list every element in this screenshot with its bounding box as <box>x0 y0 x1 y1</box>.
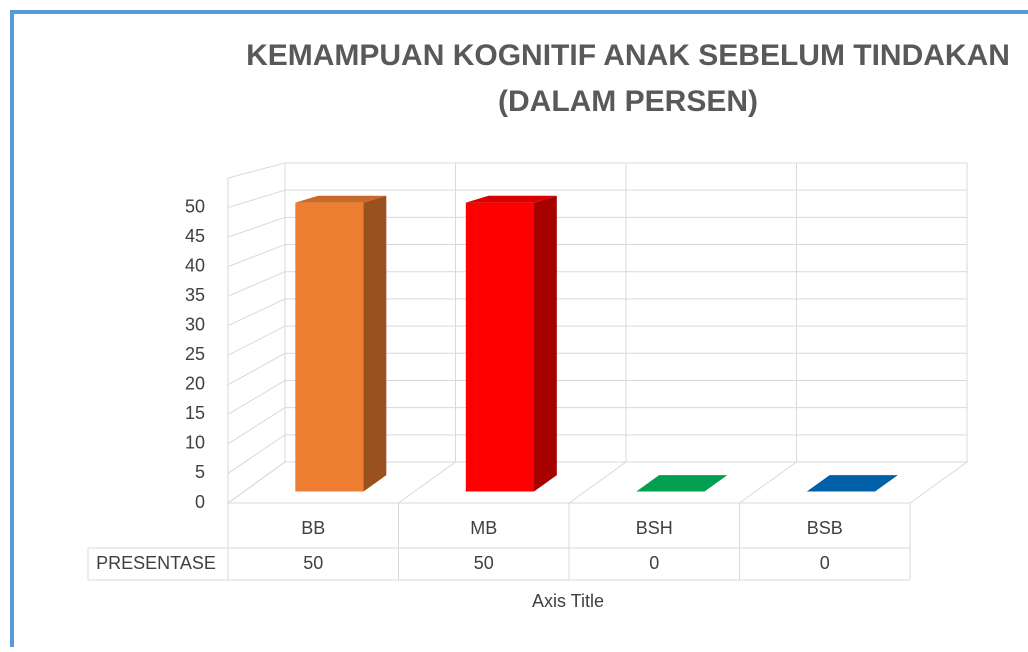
bar-front <box>465 202 535 492</box>
y-tick-label: 40 <box>185 255 205 275</box>
grid-line <box>227 216 967 238</box>
table-value: 0 <box>649 553 659 573</box>
table-value: 0 <box>820 553 830 573</box>
bar-top <box>806 475 898 492</box>
frame-left <box>10 10 14 647</box>
grid-line <box>227 407 967 445</box>
x-tick-label: MB <box>470 518 497 538</box>
grid-line <box>227 325 967 356</box>
grid-line <box>227 271 967 297</box>
frame-top <box>10 10 1028 14</box>
y-tick-label: 0 <box>195 492 205 512</box>
y-tick-label: 30 <box>185 314 205 334</box>
bar-top <box>636 475 728 492</box>
y-tick-label: 20 <box>185 374 205 394</box>
chart-title: KEMAMPUAN KOGNITIF ANAK SEBELUM TINDAKAN <box>246 39 1010 72</box>
bar-side <box>363 195 387 492</box>
table-value: 50 <box>474 553 494 573</box>
x-tick-label: BB <box>301 518 325 538</box>
x-tick-label: BSB <box>807 518 843 538</box>
grid-line <box>227 461 967 504</box>
y-tick-label: 25 <box>185 344 205 364</box>
y-tick-label: 15 <box>185 403 205 423</box>
grid-line <box>227 379 967 415</box>
chart-title: (DALAM PERSEN) <box>498 85 758 118</box>
legend-label: PRESENTASE <box>96 553 216 573</box>
grid-line <box>227 189 967 209</box>
bar-front <box>295 202 364 492</box>
y-tick-label: 35 <box>185 285 205 305</box>
bar-top <box>295 195 387 203</box>
grid-line <box>227 298 967 327</box>
table-value: 50 <box>303 553 323 573</box>
grid-line <box>227 434 967 474</box>
grid-line <box>227 352 967 386</box>
bar-side <box>534 195 557 492</box>
bar-top <box>465 195 557 203</box>
y-tick-label: 50 <box>185 196 205 216</box>
grid-line <box>227 244 967 268</box>
y-tick-label: 45 <box>185 226 205 246</box>
y-tick-label: 10 <box>185 433 205 453</box>
x-axis-title: Axis Title <box>532 591 604 611</box>
x-tick-label: BSH <box>636 518 673 538</box>
y-tick-label: 5 <box>195 462 205 482</box>
